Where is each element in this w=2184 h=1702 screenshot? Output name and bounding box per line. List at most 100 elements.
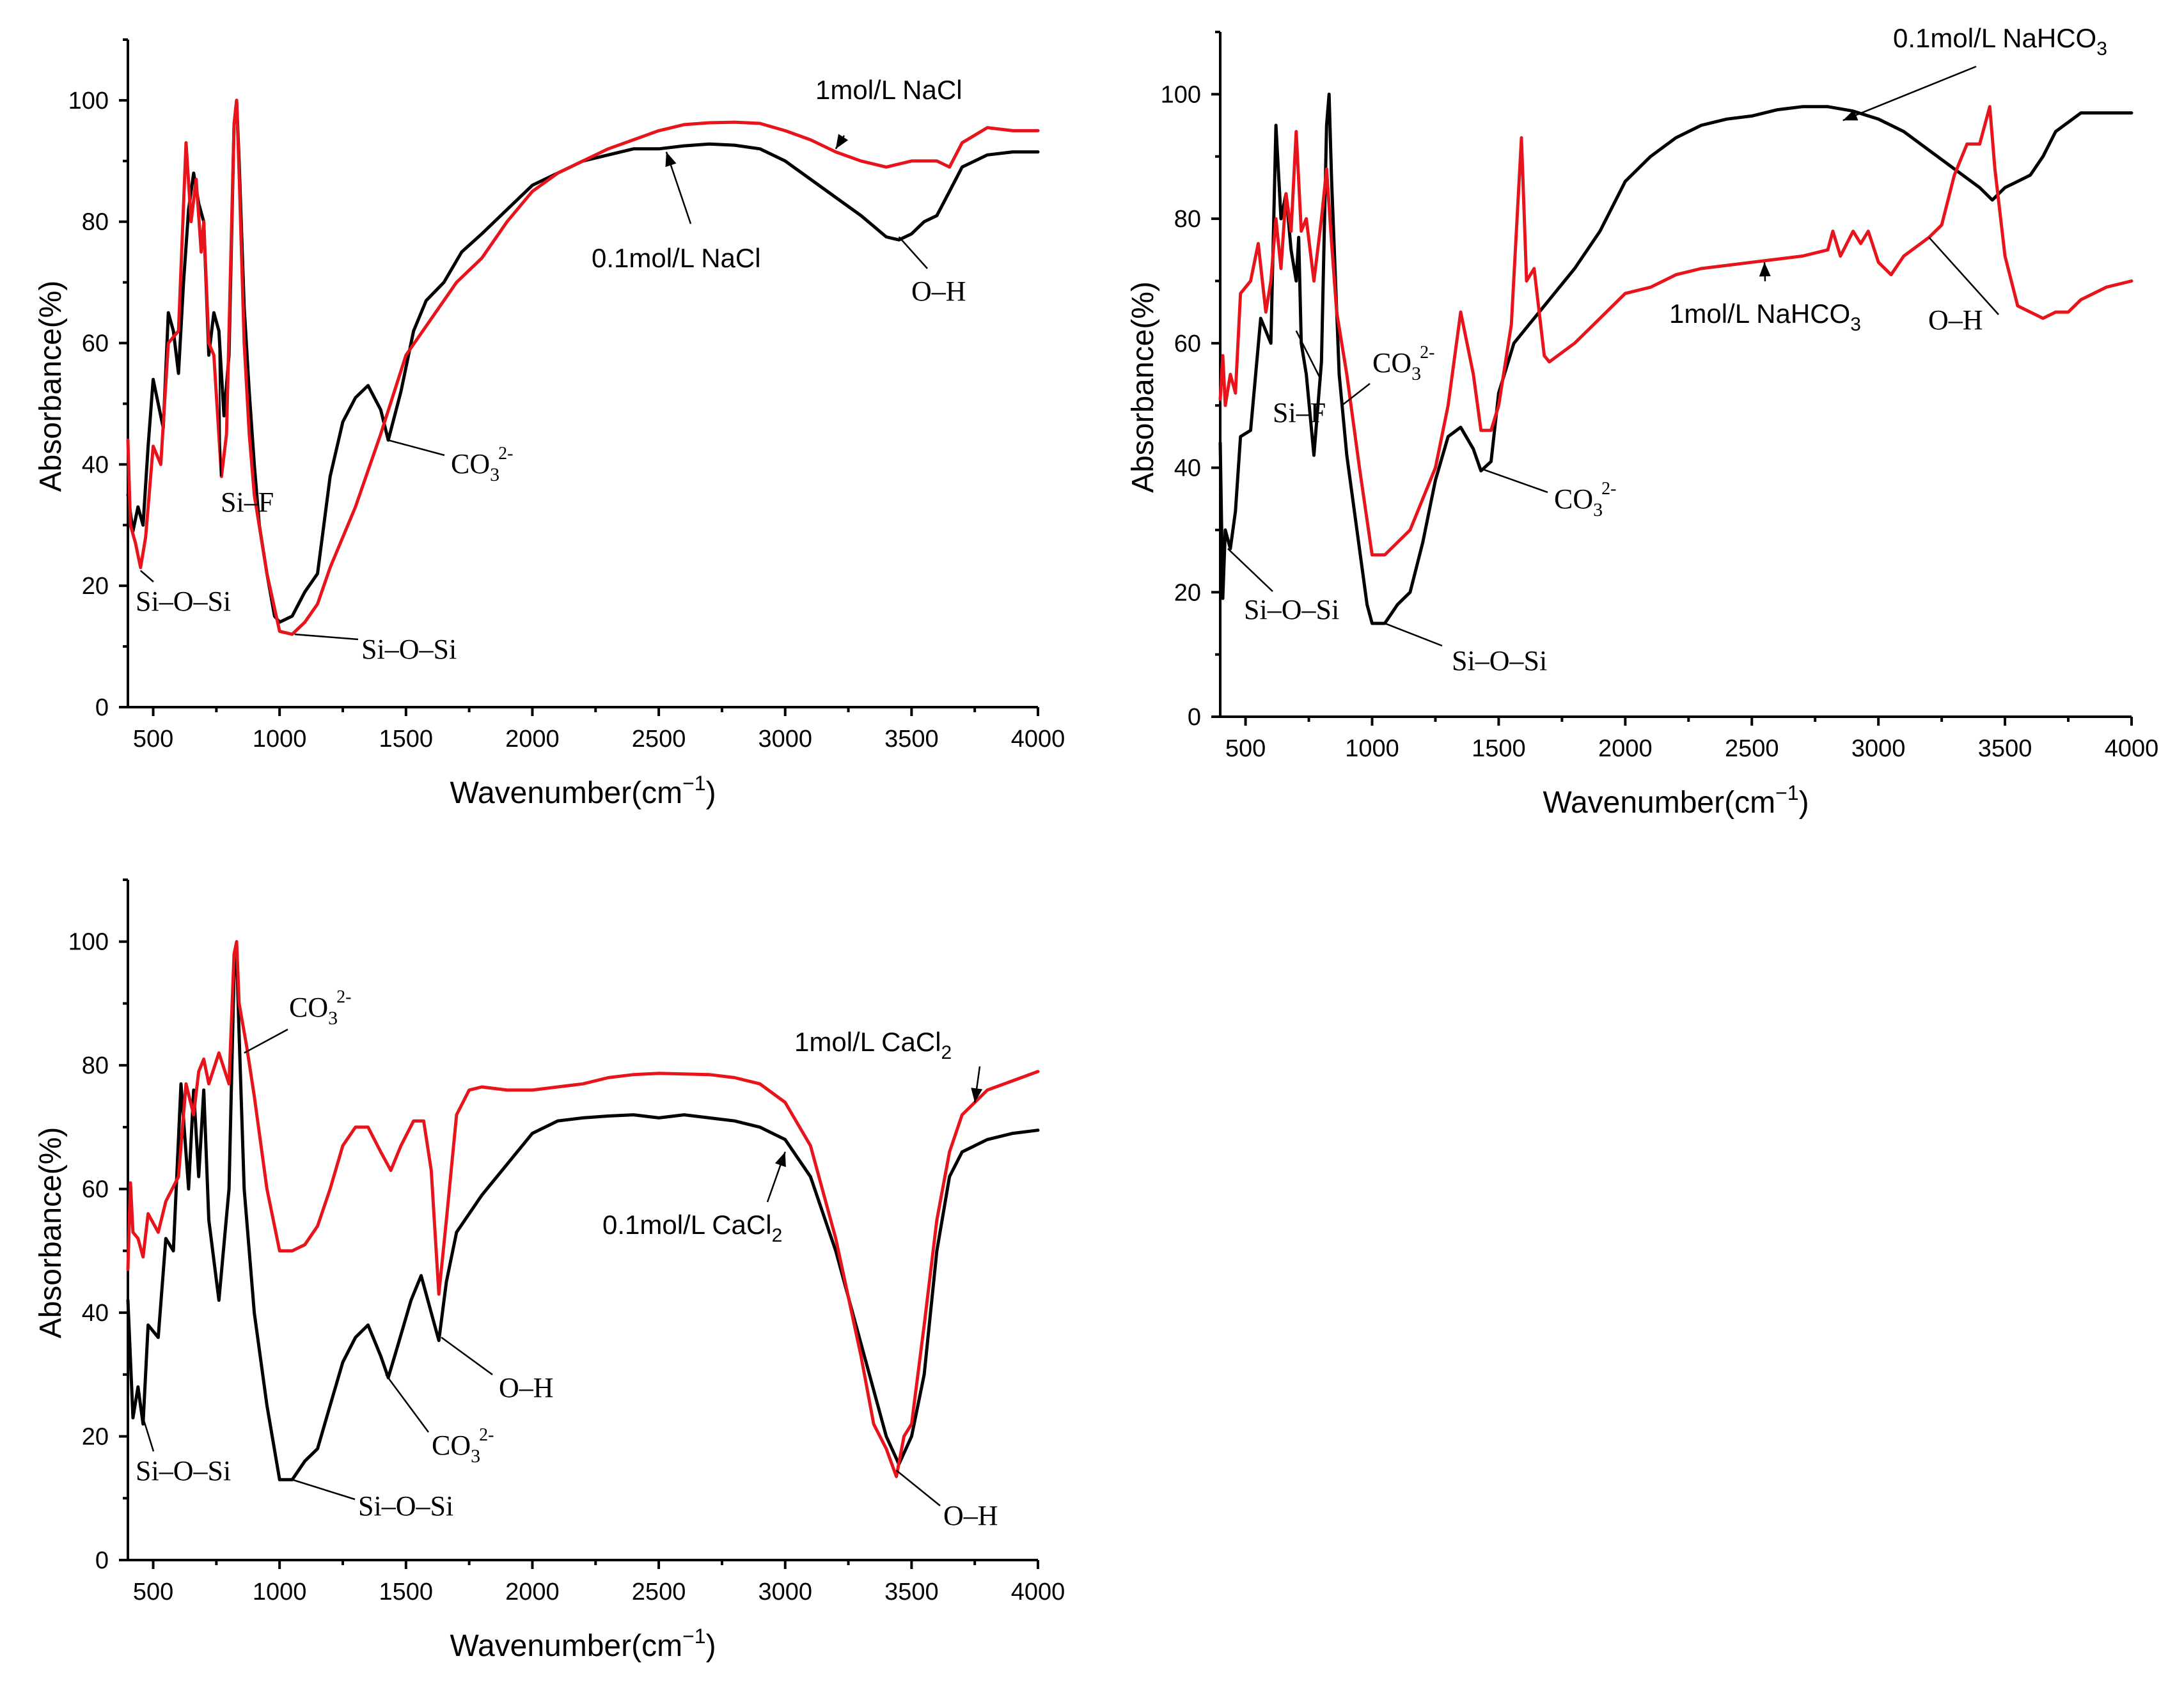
y-tick-label: 20 (1174, 579, 1201, 606)
annotation-leader (244, 1028, 288, 1054)
x-tick-label: 4000 (1011, 726, 1065, 753)
series-line (126, 940, 1040, 1478)
y-tick-label: 60 (82, 331, 109, 357)
annotation-label: 1mol/L NaHCO3 (1669, 299, 1861, 335)
annotation-leader (1227, 548, 1273, 592)
annotation-label: CO32- (1554, 479, 1616, 520)
x-tick-label: 3000 (1851, 735, 1906, 762)
annotation-label: 0.1mol/L NaHCO3 (1893, 23, 2107, 59)
x-tick-label: 2500 (1725, 735, 1779, 762)
arrowhead (1759, 262, 1771, 277)
annotation-label: Si–O–Si (1452, 645, 1547, 676)
x-tick-label: 3500 (884, 726, 939, 753)
arrowhead (665, 152, 677, 168)
annotation-leader (1295, 330, 1323, 381)
panel-nahco3: 500 1000 1500 2000 2500 3000 3500 4000 0 20 40 60 80… (1126, 23, 2158, 820)
y-axis-title: Absorbance(%) (1126, 281, 1160, 493)
series-line (126, 98, 1040, 636)
annotation-leader (1478, 467, 1548, 494)
x-tick-label: 1500 (1472, 735, 1526, 762)
x-tick-label: 500 (133, 1579, 173, 1605)
x-axis-title: Wavenumber(cm−1) (450, 772, 716, 810)
y-tick-label: 0 (95, 694, 109, 721)
x-axis-title: Wavenumber(cm−1) (450, 1625, 716, 1663)
annotation-leader (388, 439, 445, 457)
x-tick-label: 2000 (1598, 735, 1653, 762)
annotation-leader (292, 1479, 356, 1501)
annotation-leader (294, 633, 359, 641)
x-tick-label: 1500 (379, 726, 434, 753)
x-tick-label: 3500 (1978, 735, 2032, 762)
annotation-leader (895, 1469, 941, 1506)
y-tick-label: 0 (1188, 704, 1201, 731)
x-tick-label: 3000 (758, 1579, 812, 1605)
x-tick-label: 2000 (505, 726, 560, 753)
series-line (1218, 105, 2133, 557)
annotation-label: Si–F (221, 487, 274, 518)
annotation-label: O–H (911, 276, 966, 307)
x-tick-label: 3000 (758, 726, 812, 753)
x-tick-label: 2500 (632, 726, 686, 753)
arrowhead (835, 134, 849, 149)
annotation-label: CO32- (451, 444, 513, 485)
annotation-leader (1341, 383, 1371, 407)
annotation-label: 0.1mol/L CaCl2 (602, 1210, 782, 1246)
x-tick-label: 1000 (1345, 735, 1399, 762)
x-tick-label: 2000 (505, 1579, 560, 1605)
y-tick-label: 100 (68, 88, 109, 114)
y-axis-title: Absorbance(%) (34, 281, 68, 492)
annotation-label: O–H (943, 1500, 998, 1531)
annotation-label: Si–O–Si (136, 586, 231, 617)
y-tick-label: 40 (82, 451, 109, 478)
annotation-label: O–H (499, 1372, 554, 1403)
axis-frame (1219, 32, 2132, 718)
annotation-label: Si–O–Si (358, 1490, 453, 1522)
x-axis-title: Wavenumber(cm−1) (1543, 781, 1809, 820)
annotation-label: Si–F (1273, 397, 1326, 428)
y-tick-label: 0 (95, 1547, 109, 1574)
annotation-label: CO32- (1372, 343, 1434, 384)
y-tick-label: 40 (82, 1300, 109, 1327)
y-tick-label: 80 (1174, 206, 1201, 233)
y-tick-label: 80 (82, 1052, 109, 1079)
annotation-label: 1mol/L CaCl2 (794, 1027, 952, 1063)
y-tick-label: 20 (82, 573, 109, 600)
x-tick-label: 4000 (1011, 1579, 1065, 1605)
y-tick-label: 60 (1174, 331, 1201, 357)
annotation-leader (898, 236, 928, 269)
x-tick-label: 500 (1225, 735, 1266, 762)
x-tick-label: 2500 (632, 1579, 686, 1605)
annotation-leader (218, 331, 222, 477)
y-tick-label: 100 (1161, 81, 1201, 108)
annotation-label: 1mol/L NaCl (815, 75, 962, 105)
arrowhead (1842, 109, 1858, 121)
annotation-label: Si–O–Si (361, 634, 457, 665)
y-tick-label: 100 (68, 929, 109, 956)
x-tick-label: 500 (133, 726, 173, 753)
annotation-leader (1842, 65, 1977, 121)
x-tick-label: 4000 (2105, 735, 2159, 762)
annotation-label: CO32- (289, 987, 351, 1029)
annotation-leader (1928, 237, 1999, 315)
y-tick-label: 80 (82, 209, 109, 236)
x-tick-label: 1000 (253, 1579, 307, 1605)
y-axis-title: Absorbance(%) (34, 1127, 68, 1339)
x-tick-label: 1000 (253, 726, 307, 753)
series-line (126, 98, 1040, 624)
annotation-label: Si–O–Si (1244, 594, 1339, 625)
annotation-leader (385, 1374, 430, 1433)
arrowhead (774, 1152, 786, 1167)
annotation-leader (441, 1336, 493, 1376)
annotation-leader (139, 570, 154, 582)
annotation-label: O–H (1928, 304, 1983, 336)
arrowhead (971, 1088, 983, 1103)
panel-cacl2: 500 1000 1500 2000 2500 3000 3500 4000 0 20 40 60 80… (34, 878, 1065, 1663)
y-tick-label: 20 (82, 1424, 109, 1451)
x-tick-label: 3500 (884, 1579, 939, 1605)
annotation-leader (1384, 622, 1443, 647)
annotation-label: CO32- (432, 1425, 494, 1467)
y-tick-label: 60 (82, 1176, 109, 1203)
annotation-leader (142, 1417, 155, 1452)
x-tick-label: 1500 (379, 1579, 434, 1605)
